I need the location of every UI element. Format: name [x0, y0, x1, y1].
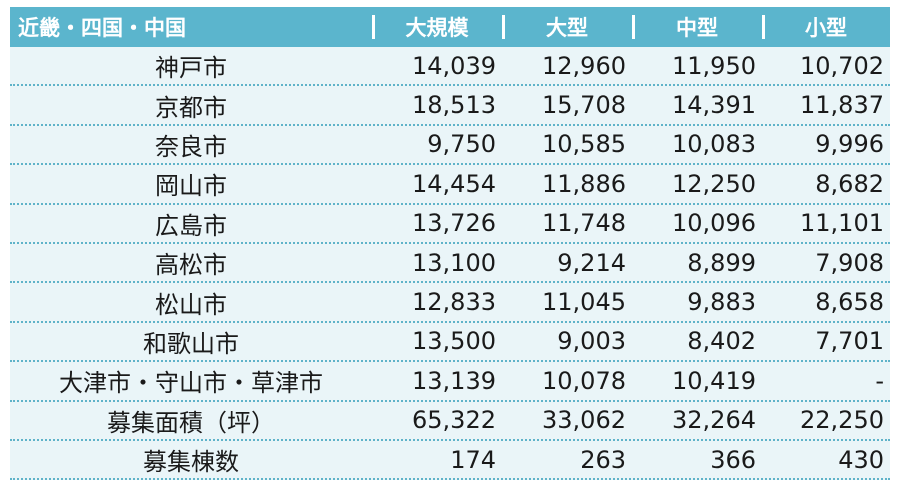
row-value: 10,096	[672, 209, 756, 238]
row-label: 高松市	[155, 251, 227, 280]
row-value: 7,908	[815, 248, 884, 277]
row-value: 174	[450, 445, 496, 474]
table-header: 近畿・四国・中国 大規模 大型 中型 小型	[10, 7, 890, 47]
row-value: 7,701	[815, 327, 884, 356]
table-row: 募集棟数 174 263 366 430	[10, 440, 890, 481]
table-row: 松山市 12,833 11,045 9,883 8,658	[10, 283, 890, 323]
table-body: 神戸市 14,039 12,960 11,950 10,702 京都市 18,513 15,7…	[10, 47, 890, 481]
row-value: 13,100	[412, 248, 496, 277]
table-row: 広島市 13,726 11,748 10,096 11,101	[10, 204, 890, 244]
row-label: 広島市	[155, 211, 227, 240]
row-value: 9,883	[687, 288, 756, 317]
table-row: 大津市・守山市・草津市 13,139 10,078 10,419 -	[10, 362, 890, 402]
row-value: 14,039	[412, 51, 496, 80]
header-col-medium: 中型	[632, 7, 762, 47]
row-value: 366	[710, 445, 756, 474]
row-value: 8,402	[687, 327, 756, 356]
row-value: 8,658	[815, 288, 884, 317]
table-row: 募集面積（坪） 65,322 33,062 32,264 22,250	[10, 401, 890, 441]
row-label: 松山市	[155, 290, 227, 319]
row-label: 神戸市	[155, 54, 227, 83]
row-label: 京都市	[155, 93, 227, 122]
header-col-label: 大規模	[405, 16, 469, 40]
row-label: 和歌山市	[143, 329, 239, 358]
row-value: 8,682	[815, 169, 884, 198]
header-region-label: 近畿・四国・中国	[18, 16, 186, 40]
row-value: 11,101	[800, 209, 884, 238]
row-value: 14,391	[672, 91, 756, 120]
row-value: 8,899	[687, 248, 756, 277]
row-label: 大津市・守山市・草津市	[59, 369, 323, 398]
row-label: 募集棟数	[143, 448, 239, 477]
row-value: 9,214	[557, 248, 626, 277]
row-value: 15,708	[542, 91, 626, 120]
table-row: 岡山市 14,454 11,886 12,250 8,682	[10, 165, 890, 205]
row-value: 22,250	[800, 406, 884, 435]
row-value: 11,837	[800, 91, 884, 120]
header-col-large: 大型	[502, 7, 632, 47]
row-value: 33,062	[542, 406, 626, 435]
header-separator	[762, 15, 765, 39]
row-value: 65,322	[412, 406, 496, 435]
header-separator	[372, 15, 375, 39]
table-row: 奈良市 9,750 10,585 10,083 9,996	[10, 125, 890, 166]
header-col-large-scale: 大規模	[372, 7, 502, 47]
rent-table: 近畿・四国・中国 大規模 大型 中型 小型 神戸市 14,039 12,960 11,…	[10, 7, 890, 481]
row-value: 9,003	[557, 327, 626, 356]
row-value: 10,702	[800, 51, 884, 80]
row-value: 13,139	[412, 366, 496, 395]
row-value: 11,886	[542, 169, 626, 198]
row-value: 14,454	[412, 169, 496, 198]
table-row: 神戸市 14,039 12,960 11,950 10,702	[10, 47, 890, 87]
header-region: 近畿・四国・中国	[10, 7, 372, 47]
table-row: 和歌山市 13,500 9,003 8,402 7,701	[10, 322, 890, 363]
table-row: 高松市 13,100 9,214 8,899 7,908	[10, 243, 890, 284]
row-value: 10,083	[672, 130, 756, 159]
row-value: 9,996	[815, 130, 884, 159]
row-value: 263	[580, 445, 626, 474]
row-value: 12,960	[542, 51, 626, 80]
row-value: 13,500	[412, 327, 496, 356]
header-col-small: 小型	[762, 7, 890, 47]
table-row: 京都市 18,513 15,708 14,391 11,837	[10, 86, 890, 126]
row-value: 9,750	[427, 130, 496, 159]
row-value: 32,264	[672, 406, 756, 435]
row-value: 11,748	[542, 209, 626, 238]
header-separator	[502, 15, 505, 39]
row-value: 10,585	[542, 130, 626, 159]
row-value: 12,833	[412, 288, 496, 317]
row-value: 11,950	[672, 51, 756, 80]
row-label: 募集面積（坪）	[107, 408, 275, 437]
header-col-label: 小型	[805, 16, 847, 40]
row-value: 10,078	[542, 366, 626, 395]
header-separator	[632, 15, 635, 39]
row-value: 10,419	[672, 366, 756, 395]
row-value: 13,726	[412, 209, 496, 238]
row-label: 奈良市	[155, 132, 227, 161]
header-col-label: 中型	[676, 16, 718, 40]
row-label: 岡山市	[155, 172, 227, 201]
row-value: 430	[838, 445, 884, 474]
row-value: 18,513	[412, 91, 496, 120]
row-value: -	[875, 366, 884, 395]
row-value: 12,250	[672, 169, 756, 198]
row-value: 11,045	[542, 288, 626, 317]
header-col-label: 大型	[546, 16, 588, 40]
